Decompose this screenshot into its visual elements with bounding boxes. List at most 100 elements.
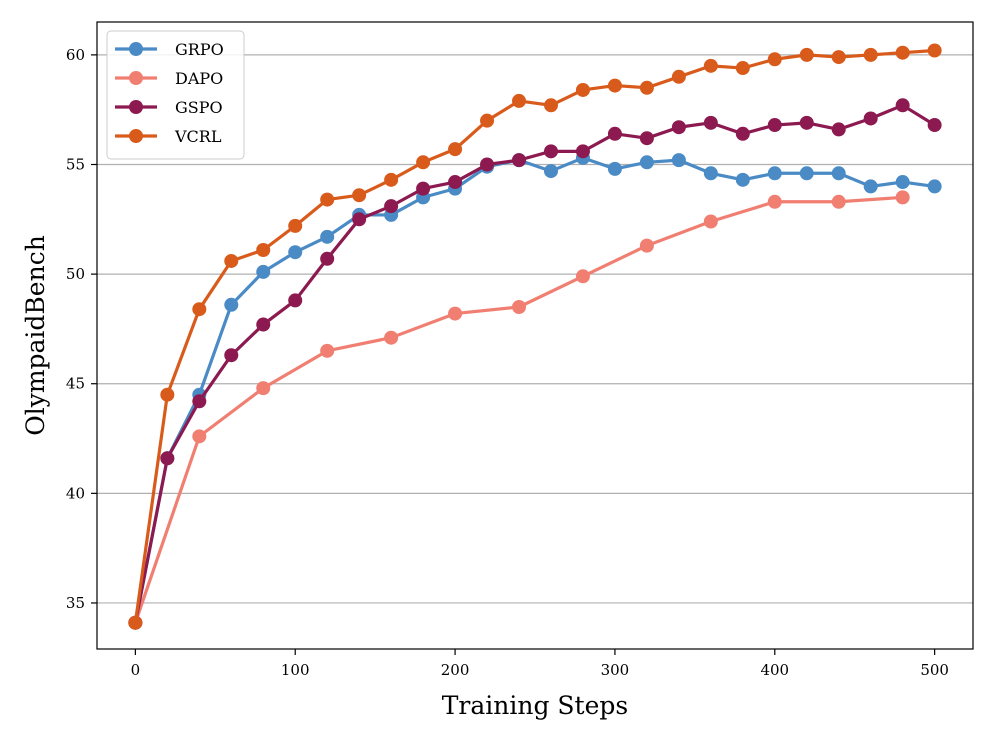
data-point-vcrl bbox=[448, 142, 463, 157]
x-tick-label: 0 bbox=[131, 661, 141, 679]
data-point-gspo bbox=[703, 115, 718, 130]
data-point-vcrl bbox=[895, 45, 910, 60]
data-point-vcrl bbox=[512, 93, 527, 108]
data-point-gspo bbox=[224, 348, 239, 363]
data-point-dapo bbox=[639, 238, 654, 253]
data-point-grpo bbox=[799, 166, 814, 181]
legend-item-gspo: GSPO bbox=[115, 98, 223, 117]
series-line-dapo bbox=[133, 195, 905, 625]
y-tick-label: 55 bbox=[66, 156, 85, 174]
legend-marker bbox=[129, 71, 143, 85]
legend-marker bbox=[129, 100, 143, 114]
y-tick-label: 45 bbox=[66, 375, 85, 393]
data-point-vcrl bbox=[128, 615, 143, 630]
data-point-grpo bbox=[895, 175, 910, 190]
axis-ticks: 35 40 45 50 55 60 0 100 200 300 400 500 bbox=[66, 46, 949, 679]
data-point-vcrl bbox=[671, 69, 686, 84]
data-point-gspo bbox=[639, 131, 654, 146]
data-point-dapo bbox=[575, 269, 590, 284]
data-point-dapo bbox=[320, 343, 335, 358]
data-point-vcrl bbox=[767, 52, 782, 67]
data-point-gspo bbox=[575, 144, 590, 159]
data-point-gspo bbox=[352, 212, 367, 227]
legend: GRPO DAPO GSPO VCRL bbox=[106, 30, 245, 160]
data-point-gspo bbox=[256, 317, 271, 332]
series-grpo bbox=[128, 150, 942, 630]
data-point-gspo bbox=[320, 251, 335, 266]
data-point-grpo bbox=[703, 166, 718, 181]
data-point-dapo bbox=[448, 306, 463, 321]
data-point-gspo bbox=[927, 118, 942, 133]
data-point-gspo bbox=[543, 144, 558, 159]
x-tick-label: 500 bbox=[920, 661, 949, 679]
data-point-grpo bbox=[320, 229, 335, 244]
plot-frame bbox=[96, 21, 974, 650]
data-point-vcrl bbox=[863, 47, 878, 62]
x-tick-label: 100 bbox=[281, 661, 310, 679]
data-point-grpo bbox=[767, 166, 782, 181]
data-point-gspo bbox=[512, 153, 527, 168]
data-point-grpo bbox=[927, 179, 942, 194]
data-point-gspo bbox=[416, 181, 431, 196]
data-point-gspo bbox=[288, 293, 303, 308]
data-point-gspo bbox=[448, 175, 463, 190]
data-point-gspo bbox=[607, 126, 622, 141]
data-point-vcrl bbox=[799, 47, 814, 62]
y-axis-title: OlympaidBench bbox=[21, 235, 50, 436]
legend-marker bbox=[129, 42, 143, 56]
data-point-gspo bbox=[767, 118, 782, 133]
data-point-dapo bbox=[512, 300, 527, 314]
data-point-grpo bbox=[831, 166, 846, 181]
data-point-vcrl bbox=[543, 98, 558, 113]
series-line-gspo bbox=[133, 103, 937, 625]
data-point-grpo bbox=[256, 264, 271, 279]
legend-label: DAPO bbox=[175, 69, 223, 88]
data-point-vcrl bbox=[735, 61, 750, 76]
data-point-gspo bbox=[863, 111, 878, 126]
legend-label: GRPO bbox=[175, 40, 224, 59]
data-point-dapo bbox=[192, 429, 207, 444]
y-tick-label: 40 bbox=[66, 484, 85, 502]
data-point-gspo bbox=[735, 126, 750, 141]
data-point-grpo bbox=[671, 153, 686, 168]
data-point-gspo bbox=[671, 120, 686, 135]
series-line-vcrl bbox=[133, 48, 937, 625]
data-point-vcrl bbox=[575, 82, 590, 97]
data-point-vcrl bbox=[831, 50, 846, 65]
legend-box bbox=[106, 30, 245, 160]
data-point-gspo bbox=[831, 122, 846, 137]
legend-item-vcrl: VCRL bbox=[115, 127, 222, 146]
legend-item-dapo: DAPO bbox=[115, 69, 223, 88]
data-point-grpo bbox=[639, 155, 654, 170]
x-tick-label: 400 bbox=[760, 661, 789, 679]
data-point-dapo bbox=[384, 330, 399, 345]
data-point-vcrl bbox=[256, 243, 271, 257]
data-point-gspo bbox=[799, 115, 814, 130]
data-point-grpo bbox=[735, 172, 750, 187]
data-point-vcrl bbox=[607, 78, 622, 93]
legend-item-grpo: GRPO bbox=[115, 40, 224, 59]
x-tick-label: 300 bbox=[601, 661, 630, 679]
series-line-grpo bbox=[133, 156, 937, 625]
data-point-dapo bbox=[256, 381, 271, 396]
data-point-vcrl bbox=[352, 188, 367, 203]
data-point-grpo bbox=[607, 161, 622, 176]
x-axis-title: Training Steps bbox=[442, 691, 628, 720]
data-point-vcrl bbox=[703, 58, 718, 73]
data-point-vcrl bbox=[160, 387, 175, 402]
data-point-grpo bbox=[543, 164, 558, 179]
legend-marker bbox=[129, 129, 143, 143]
data-point-vcrl bbox=[320, 192, 335, 207]
data-point-vcrl bbox=[480, 113, 495, 128]
data-point-vcrl bbox=[416, 155, 431, 170]
data-point-dapo bbox=[703, 214, 718, 229]
data-point-vcrl bbox=[224, 253, 239, 268]
series-vcrl bbox=[128, 43, 942, 630]
series-layer bbox=[128, 43, 942, 630]
data-point-gspo bbox=[895, 98, 910, 113]
x-tick-label: 200 bbox=[441, 661, 470, 679]
data-point-grpo bbox=[288, 245, 303, 260]
data-point-gspo bbox=[192, 394, 207, 409]
data-point-vcrl bbox=[384, 172, 399, 187]
